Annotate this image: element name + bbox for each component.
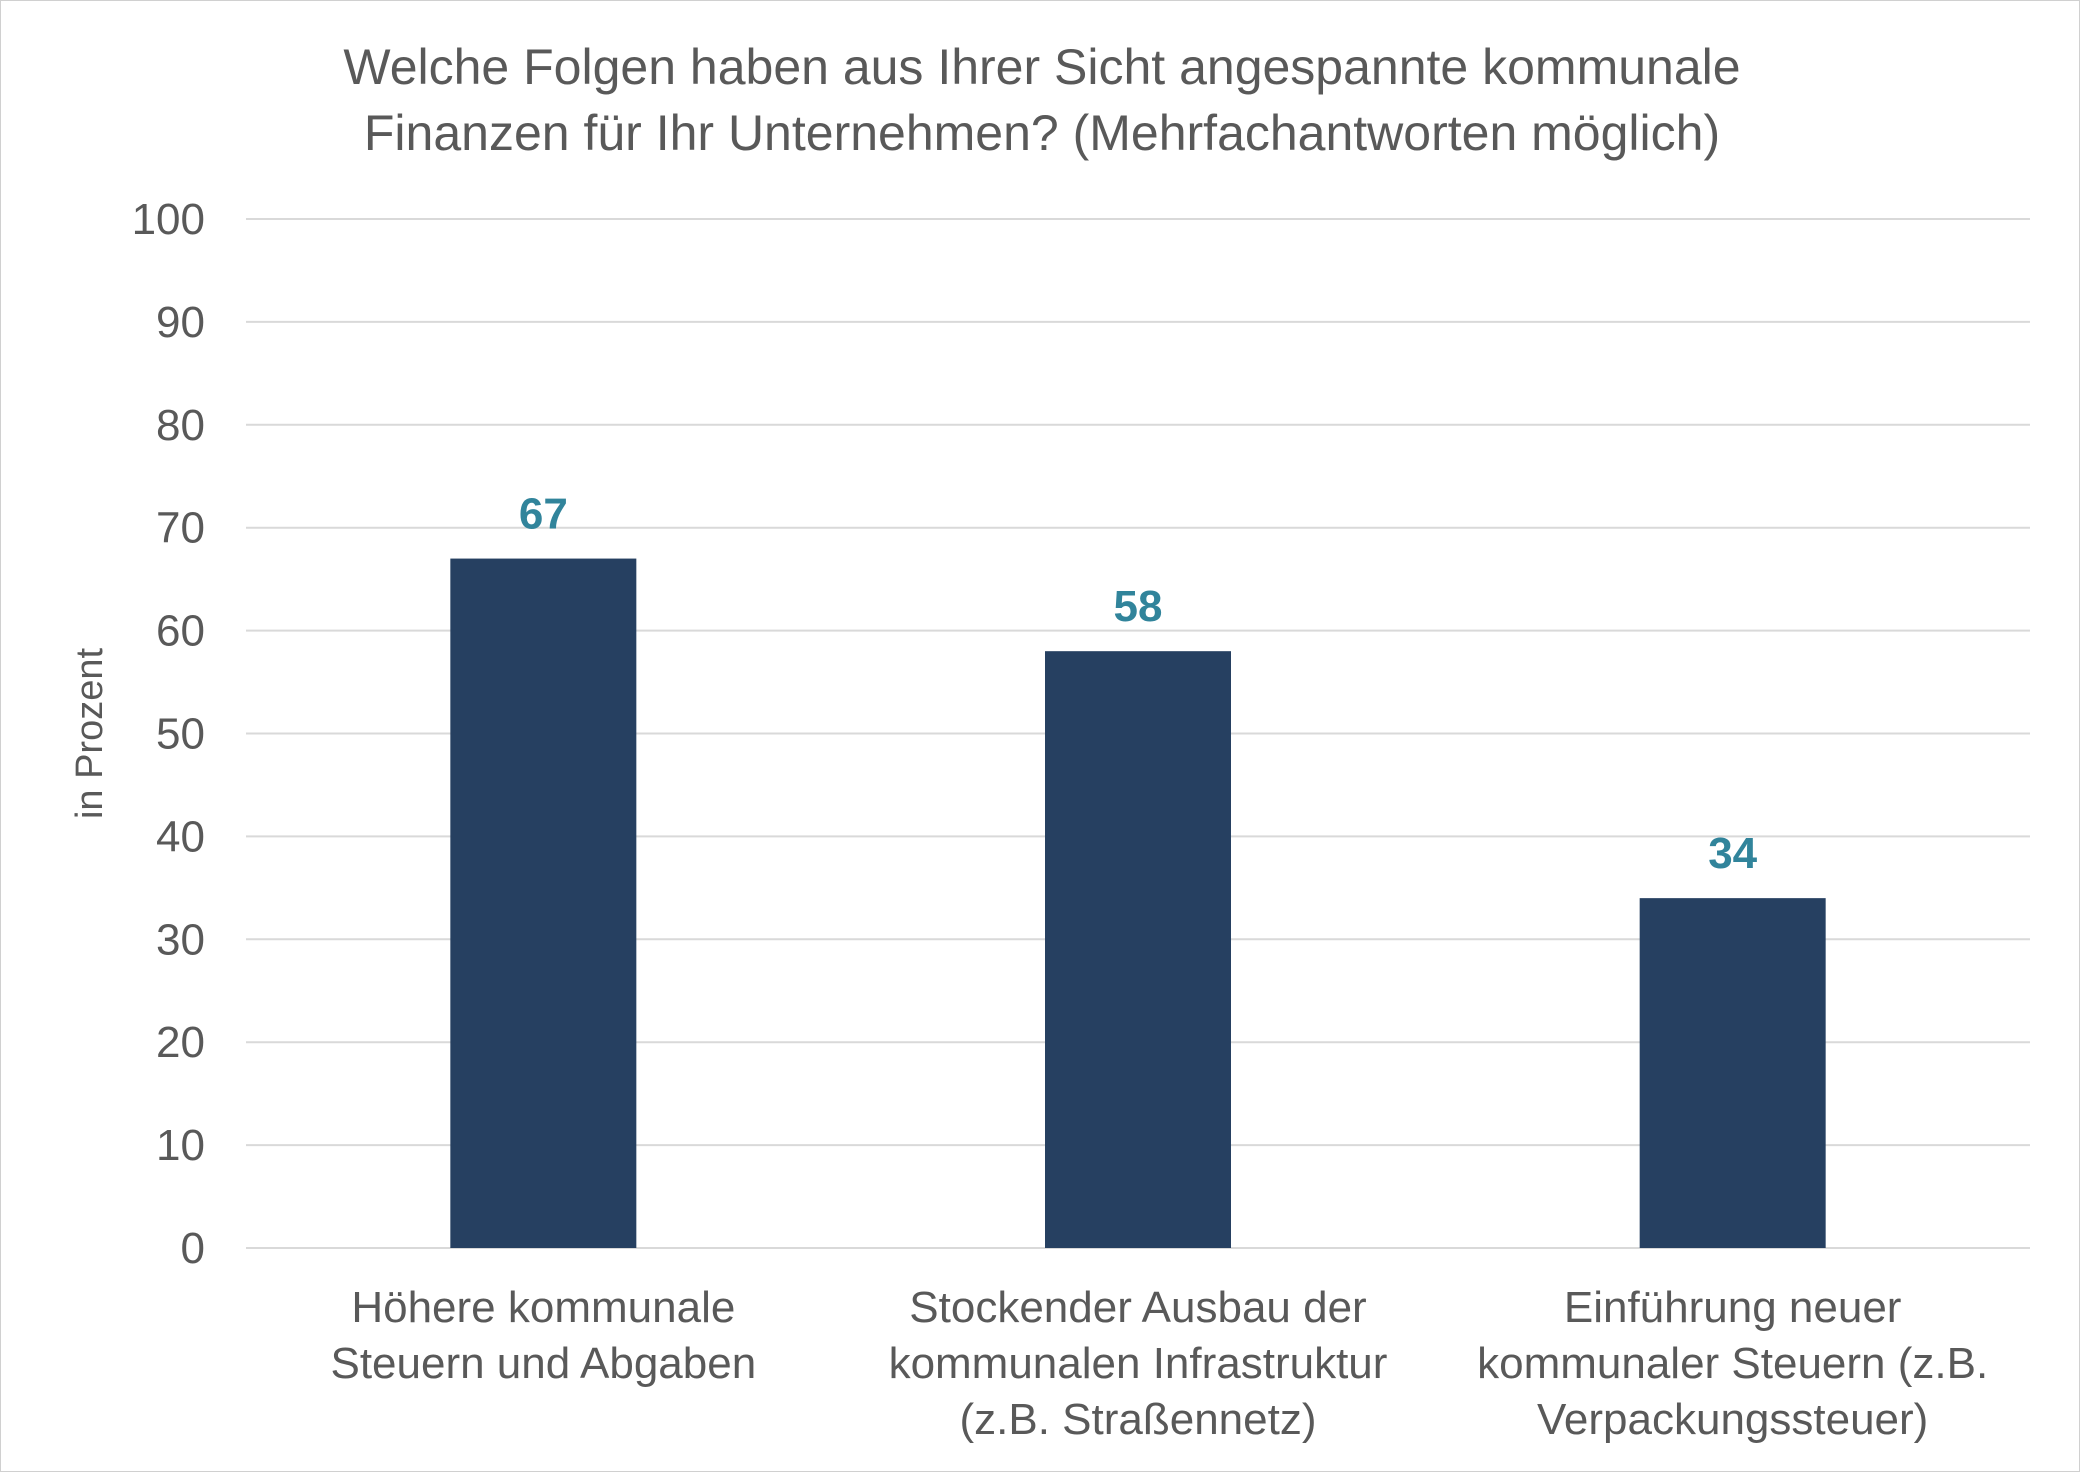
y-tick-label: 60 [156,607,205,656]
y-tick-label: 90 [156,298,205,347]
chart-title: Welche Folgen haben aus Ihrer Sicht ange… [343,39,1740,161]
chart-title-line: Finanzen für Ihr Unternehmen? (Mehrfacha… [364,105,1720,161]
data-label: 58 [1114,582,1163,631]
category-label-line: Verpackungssteuer) [1537,1395,1928,1444]
y-tick-label: 30 [156,915,205,964]
y-tick-label: 100 [132,195,205,244]
y-tick-label: 50 [156,710,205,759]
category-label-line: (z.B. Straßennetz) [959,1395,1316,1444]
category-label-line: Einführung neuer [1564,1283,1902,1332]
data-label: 34 [1708,829,1757,878]
y-tick-label: 40 [156,812,205,861]
bars [450,558,1826,1248]
y-tick-label: 70 [156,504,205,553]
category-label-line: kommunalen Infrastruktur [889,1339,1388,1388]
bar [1045,651,1231,1248]
category-label: Höhere kommunale Steuern und Abgaben [330,1283,756,1388]
bar [1639,898,1826,1248]
category-label-line: Steuern und Abgaben [330,1339,756,1388]
data-labels: 67 58 34 [519,490,1758,879]
y-axis-ticks: 0 10 20 30 40 50 60 70 80 90 100 [132,195,205,1273]
y-axis-title-text: in Prozent [69,648,111,820]
category-labels: Höhere kommunale Steuern und Abgaben Stock… [330,1283,1988,1444]
category-label-line: Höhere kommunale [351,1283,735,1332]
category-label: Einführung neuer kommunaler Steuern (z.B.… [1477,1283,1988,1444]
y-tick-label: 10 [156,1121,205,1170]
y-tick-label: 80 [156,401,205,450]
y-tick-label: 0 [181,1224,205,1273]
category-label-line: Stockender Ausbau der [909,1283,1366,1332]
category-label-line: kommunaler Steuern (z.B. [1477,1339,1988,1388]
bar [450,558,637,1248]
category-label: Stockender Ausbau der kommunalen Infrastr… [889,1283,1388,1444]
y-axis-title: in Prozent [69,648,111,820]
data-label: 67 [519,490,568,539]
y-tick-label: 20 [156,1018,205,1067]
chart-title-line: Welche Folgen haben aus Ihrer Sicht ange… [343,39,1740,95]
